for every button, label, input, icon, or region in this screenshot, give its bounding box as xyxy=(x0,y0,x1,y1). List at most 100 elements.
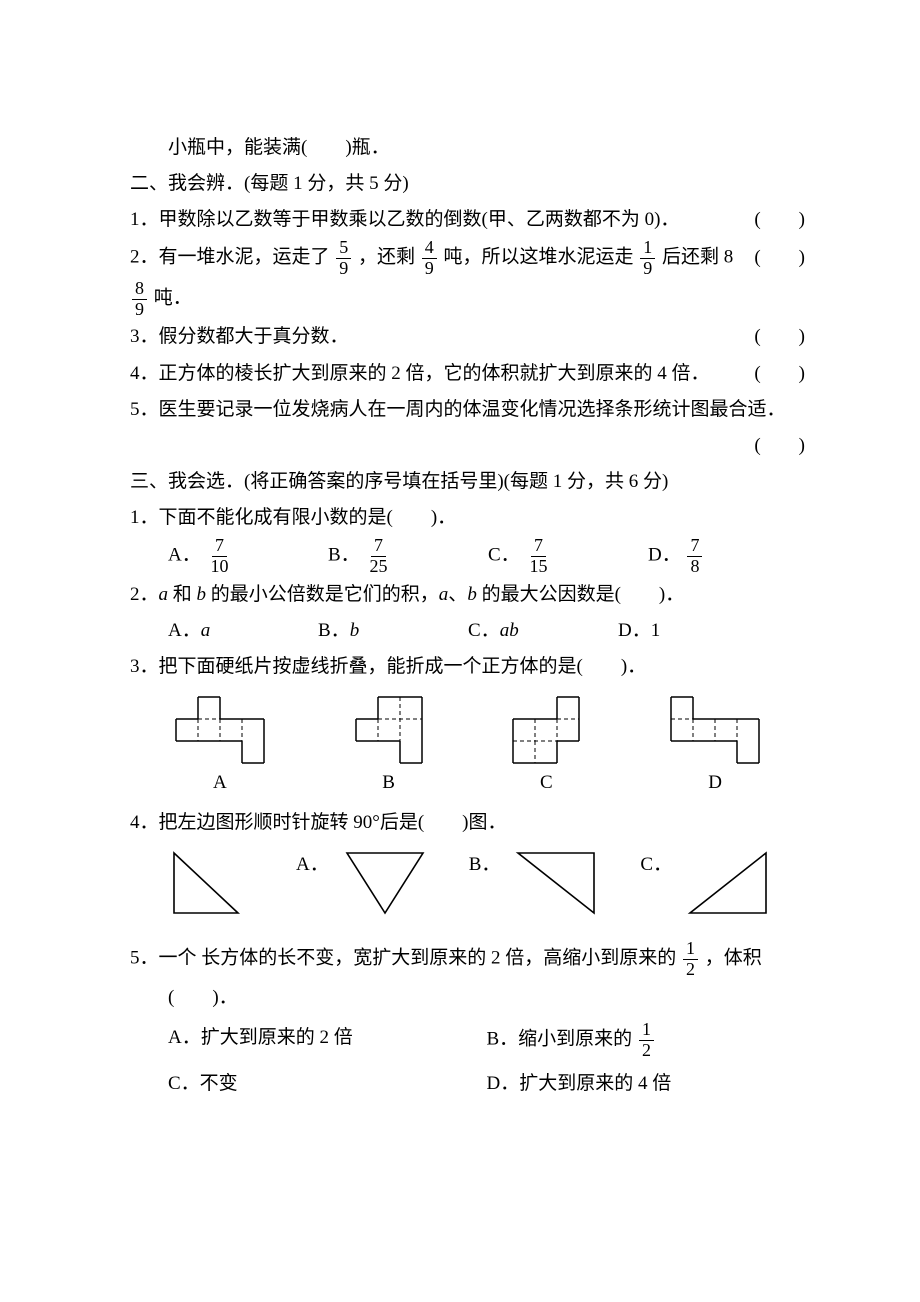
s2-item-1-paren: ( ) xyxy=(754,202,805,238)
s2-item-5-paren-row: ( ) xyxy=(130,428,805,464)
s2-item-3-text: 3．假分数都大于真分数． xyxy=(130,319,349,355)
cube-label-b: B xyxy=(354,765,424,801)
s3-q1-opt-b: B． 725 xyxy=(328,536,488,577)
q2-p4: 的最大公因数是( )． xyxy=(477,584,684,605)
tri-orig xyxy=(168,847,256,919)
s3-q2-opt-a: A．a xyxy=(168,613,318,649)
q5-p0: 5．一个 长方体的长不变，宽扩大到原来的 2 倍，高缩小到原来的 xyxy=(130,948,676,969)
s3-q1-stem: 1．下面不能化成有限小数的是( )． xyxy=(130,500,805,536)
s2-item-2: 2．有一堆水泥，运走了 59 ，还剩 49 吨，所以这堆水泥运走 19 后还剩 … xyxy=(130,238,805,319)
opt-label: C． xyxy=(488,545,520,566)
s2-item-5-paren: ( ) xyxy=(754,428,805,464)
s2-item-4-paren: ( ) xyxy=(754,356,805,392)
section2-heading: 二、我会辨．(每题 1 分，共 5 分) xyxy=(130,166,805,202)
page: 小瓶中，能装满( )瓶． 二、我会辨．(每题 1 分，共 5 分) 1．甲数除以… xyxy=(0,0,920,1168)
s3-q5-stem: 5．一个 长方体的长不变，宽扩大到原来的 2 倍，高缩小到原来的 12 ，体积 xyxy=(130,939,805,980)
cube-nets-row: A B C D xyxy=(130,695,805,801)
frac-7-25: 725 xyxy=(366,536,390,577)
s2-item-4: 4．正方体的棱长扩大到原来的 2 倍，它的体积就扩大到原来的 4 倍． ( ) xyxy=(130,356,805,392)
s3-q2-stem: 2．a 和 b 的最小公倍数是它们的积，a、b 的最大公因数是( )． xyxy=(130,577,805,613)
tri-a: A． xyxy=(296,847,429,919)
tri-a-svg xyxy=(341,847,429,919)
s3-q4-stem: 4．把左边图形顺时针旋转 90°后是( )图． xyxy=(130,805,805,841)
opt-val: ab xyxy=(500,620,519,641)
q2-p1: 和 xyxy=(168,584,197,605)
s2-item-1: 1．甲数除以乙数等于甲数乘以乙数的倒数(甲、乙两数都不为 0)． ( ) xyxy=(130,202,805,238)
s2-item-5-text: 5．医生要记录一位发烧病人在一周内的体温变化情况选择条形统计图最合适． xyxy=(130,392,805,428)
s3-q5-opt-b: B．缩小到原来的 12 xyxy=(487,1020,806,1061)
cube-label-c: C xyxy=(511,765,581,801)
frac-7-8: 78 xyxy=(687,536,702,577)
s2-item-3-paren: ( ) xyxy=(754,319,805,355)
cube-net-c-svg xyxy=(511,695,581,765)
s3-q1-opt-c: C． 715 xyxy=(488,536,648,577)
cube-net-a-svg xyxy=(174,695,266,765)
tri-label-b: B． xyxy=(469,847,501,883)
s3-q5-opt-d: D．扩大到原来的 4 倍 xyxy=(487,1066,806,1102)
s2-i2-p2: 吨，所以这堆水泥运走 xyxy=(444,247,634,268)
frac-1-2: 12 xyxy=(683,939,698,980)
s2-i2-p4: 吨． xyxy=(154,288,192,309)
opt-val: b xyxy=(350,620,360,641)
s2-item-1-text: 1．甲数除以乙数等于甲数乘以乙数的倒数(甲、乙两数都不为 0)． xyxy=(130,202,679,238)
s3-q3-stem: 3．把下面硬纸片按虚线折叠，能折成一个正方体的是( )． xyxy=(130,649,805,685)
opt-label: D．1 xyxy=(618,620,660,641)
tri-b-svg xyxy=(512,847,600,919)
section3-heading: 三、我会选．(将正确答案的序号填在括号里)(每题 1 分，共 6 分) xyxy=(130,464,805,500)
q2-p2: 的最小公倍数是它们的积， xyxy=(206,584,439,605)
var-b: b xyxy=(197,584,207,605)
s3-q5-blank: ( )． xyxy=(168,980,805,1016)
var-a-2: a xyxy=(439,584,449,605)
frac-7-10: 710 xyxy=(207,536,231,577)
opt-label: B． xyxy=(328,545,360,566)
var-b-2: b xyxy=(467,584,477,605)
q2-p3: 、 xyxy=(448,584,467,605)
opt-label: A． xyxy=(168,545,201,566)
tri-label-a: A． xyxy=(296,847,329,883)
s3-q2-opt-b: B．b xyxy=(318,613,468,649)
q2-p0: 2． xyxy=(130,584,159,605)
cube-label-d: D xyxy=(669,765,761,801)
opt-label: D． xyxy=(648,545,681,566)
s3-q2-opt-c: C．ab xyxy=(468,613,618,649)
intro-fragment: 小瓶中，能装满( )瓶． xyxy=(168,130,805,166)
s2-item-4-text: 4．正方体的棱长扩大到原来的 2 倍，它的体积就扩大到原来的 4 倍． xyxy=(130,356,710,392)
cube-net-a: A xyxy=(174,695,266,801)
frac-5-9: 59 xyxy=(336,238,351,279)
s3-q1-options: A． 710 B． 725 C． 715 D． 78 xyxy=(168,536,805,577)
frac-4-9: 49 xyxy=(422,238,437,279)
s2-i2-p0: 2．有一堆水泥，运走了 xyxy=(130,247,330,268)
triangles-row: A． B． C． xyxy=(168,847,805,919)
cube-net-b: B xyxy=(354,695,424,801)
s2-item-2-paren: ( ) xyxy=(754,240,805,276)
s2-i2-p1: ，还剩 xyxy=(358,247,415,268)
tri-label-c: C． xyxy=(640,847,672,883)
opt-label: A． xyxy=(168,620,201,641)
frac-8-9: 89 xyxy=(132,279,147,320)
s2-item-2-text: 2．有一堆水泥，运走了 59 ，还剩 49 吨，所以这堆水泥运走 19 后还剩 … xyxy=(130,238,754,319)
cube-net-d-svg xyxy=(669,695,761,765)
frac-1-9: 19 xyxy=(640,238,655,279)
s2-i2-p3: 后还剩 8 xyxy=(662,247,733,268)
cube-net-c: C xyxy=(511,695,581,801)
frac-7-15: 715 xyxy=(526,536,550,577)
tri-c: C． xyxy=(640,847,772,919)
s3-q1-opt-d: D． 78 xyxy=(648,536,808,577)
tri-b: B． xyxy=(469,847,601,919)
opt-label: C． xyxy=(468,620,500,641)
q5-p1: ，体积 xyxy=(705,948,762,969)
var-a: a xyxy=(159,584,169,605)
s3-q5-options: A．扩大到原来的 2 倍 B．缩小到原来的 12 C．不变 D．扩大到原来的 4… xyxy=(168,1020,805,1109)
s3-q2-opt-d: D．1 xyxy=(618,613,768,649)
s2-item-3: 3．假分数都大于真分数． ( ) xyxy=(130,319,805,355)
opt-b-pre: B．缩小到原来的 xyxy=(487,1028,633,1049)
cube-net-d: D xyxy=(669,695,761,801)
tri-c-svg xyxy=(684,847,772,919)
tri-orig-svg xyxy=(168,847,256,919)
s3-q2-options: A．a B．b C．ab D．1 xyxy=(168,613,805,649)
opt-label: B． xyxy=(318,620,350,641)
cube-net-b-svg xyxy=(354,695,424,765)
opt-val: a xyxy=(201,620,211,641)
s3-q5-opt-a: A．扩大到原来的 2 倍 xyxy=(168,1020,487,1061)
s3-q1-opt-a: A． 710 xyxy=(168,536,328,577)
